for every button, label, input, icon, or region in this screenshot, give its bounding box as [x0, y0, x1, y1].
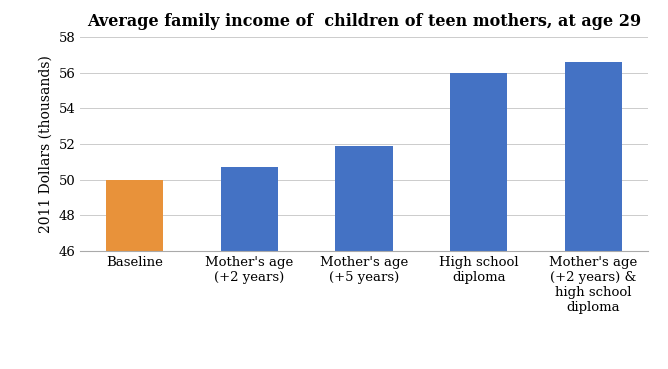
Bar [106, 180, 163, 369]
Bar [220, 167, 278, 369]
Title: Average family income of  children of teen mothers, at age 29: Average family income of children of tee… [87, 13, 641, 30]
Y-axis label: 2011 Dollars (thousands): 2011 Dollars (thousands) [39, 55, 53, 233]
Bar [450, 73, 508, 369]
Bar [565, 62, 622, 369]
Bar [335, 146, 393, 369]
